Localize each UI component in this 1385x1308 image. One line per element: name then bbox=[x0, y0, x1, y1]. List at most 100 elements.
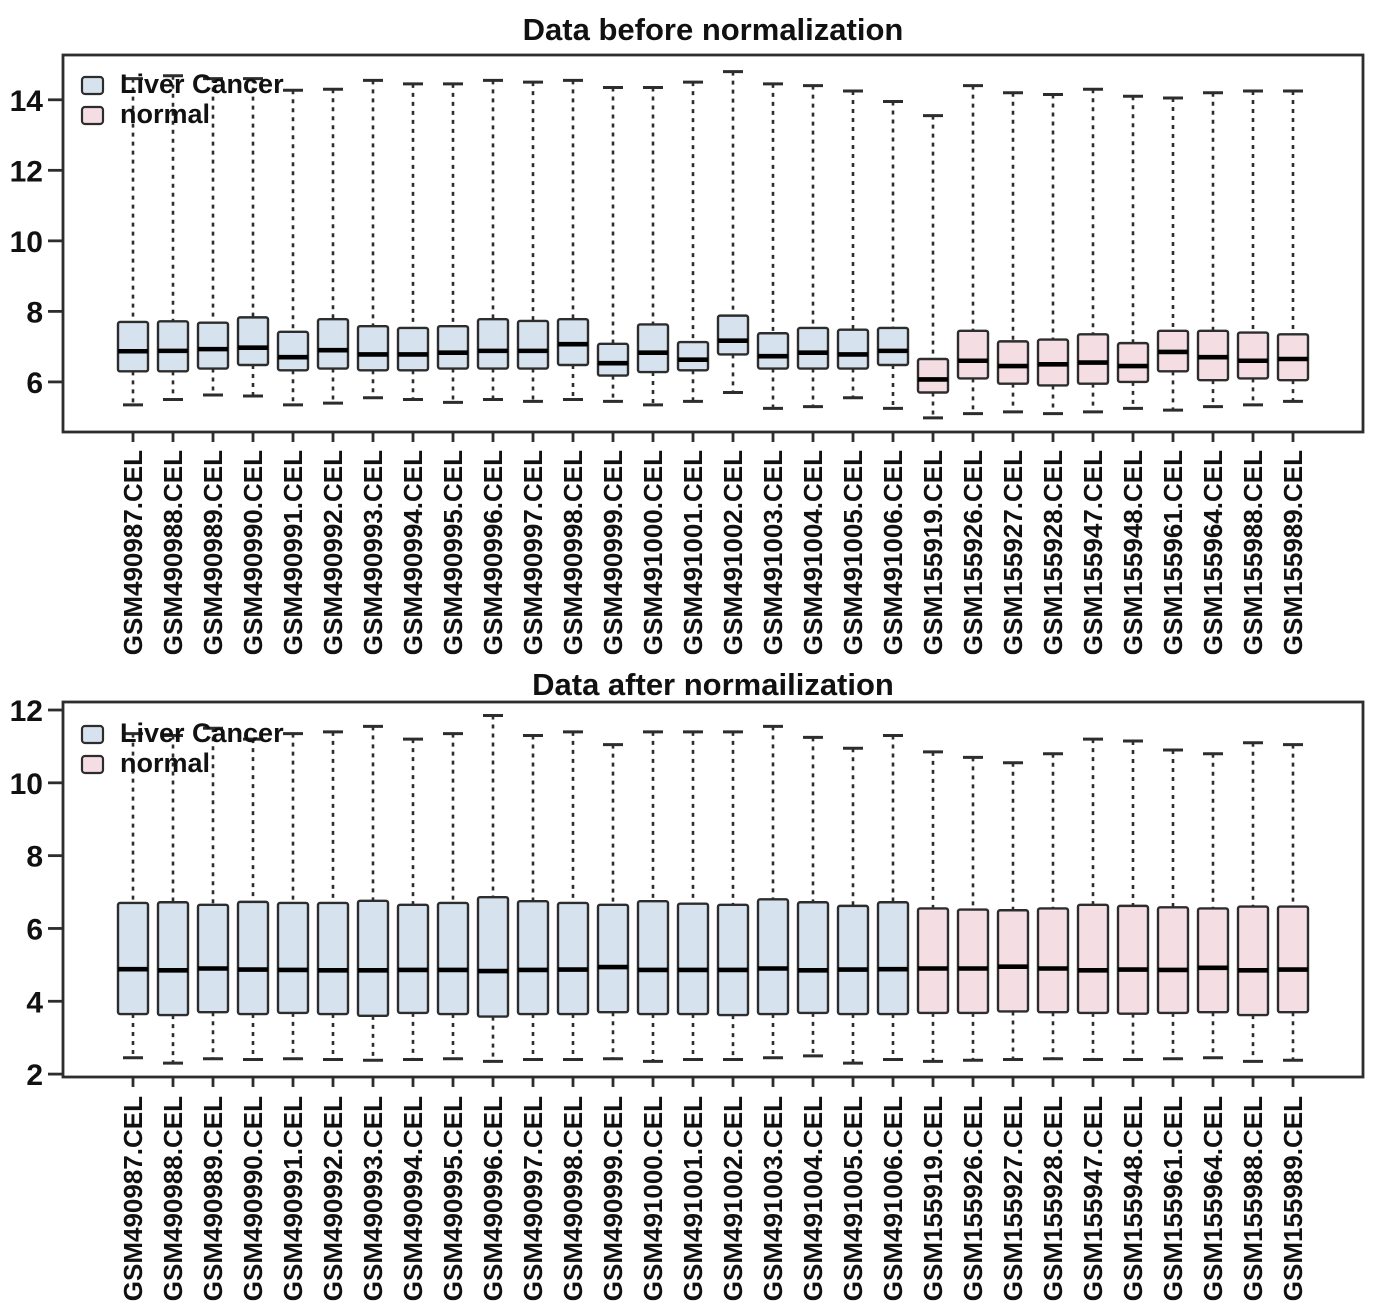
x-axis-label: GSM491001.CEL bbox=[678, 1096, 708, 1301]
iqr-box bbox=[316, 901, 350, 1016]
x-axis-label: GSM491000.CEL bbox=[638, 1096, 668, 1301]
legend-swatch-normal bbox=[80, 105, 105, 126]
legend-swatch-liver_cancer bbox=[80, 75, 105, 96]
x-axis-label: GSM155964.CEL bbox=[1198, 450, 1228, 655]
iqr-box bbox=[476, 317, 510, 370]
x-axis-label: GSM490997.CEL bbox=[518, 450, 548, 655]
x-axis-label: GSM155989.CEL bbox=[1278, 450, 1308, 655]
boxplot-GSM491002.CEL bbox=[716, 70, 750, 395]
iqr-box bbox=[196, 321, 230, 370]
x-axis-label: GSM491000.CEL bbox=[638, 450, 668, 655]
boxplot-GSM490994.CEL bbox=[396, 737, 430, 1062]
chart2-title: Data after normailization bbox=[532, 667, 894, 702]
boxplot-GSM491004.CEL bbox=[796, 735, 830, 1058]
x-axis-label: GSM491002.CEL bbox=[718, 1096, 748, 1301]
iqr-box bbox=[596, 903, 630, 1014]
iqr-box bbox=[756, 332, 790, 370]
iqr-box bbox=[956, 908, 990, 1015]
iqr-box bbox=[916, 907, 950, 1015]
boxplot-GSM490989.CEL bbox=[196, 77, 230, 397]
iqr-box bbox=[516, 899, 550, 1016]
x-axis-label: GSM490988.CEL bbox=[158, 1096, 188, 1301]
boxplot-GSM155948.CEL bbox=[1116, 94, 1150, 410]
iqr-box bbox=[556, 901, 590, 1016]
iqr-box bbox=[156, 901, 190, 1017]
boxplot-GSM490987.CEL bbox=[116, 77, 150, 407]
y-tick-label: 6 bbox=[26, 367, 43, 400]
iqr-box bbox=[756, 898, 790, 1016]
iqr-box bbox=[1076, 903, 1110, 1015]
x-axis-label: GSM155988.CEL bbox=[1238, 1096, 1268, 1301]
x-axis-label: GSM490995.CEL bbox=[438, 450, 468, 655]
iqr-box bbox=[396, 326, 430, 372]
chart-after-normalization: 2 4 6 8 10 12 GSM490987.CEL GSM490988.CEL GSM490… bbox=[10, 695, 1365, 1301]
iqr-box bbox=[916, 357, 950, 394]
boxplot-GSM490993.CEL bbox=[356, 724, 390, 1062]
iqr-box bbox=[636, 899, 670, 1016]
x-axis-label: GSM491001.CEL bbox=[678, 450, 708, 655]
boxplot-GSM155919.CEL bbox=[916, 114, 950, 420]
iqr-box bbox=[716, 314, 750, 356]
iqr-box bbox=[196, 903, 230, 1014]
iqr-box bbox=[1196, 907, 1230, 1014]
x-axis-label: GSM490991.CEL bbox=[278, 1096, 308, 1301]
boxplot-GSM491001.CEL bbox=[676, 80, 710, 403]
x-axis-label: GSM491003.CEL bbox=[758, 450, 788, 655]
x-axis-label: GSM155928.CEL bbox=[1038, 450, 1068, 655]
boxplot-GSM155947.CEL bbox=[1076, 87, 1110, 414]
boxplot-GSM490996.CEL bbox=[476, 713, 510, 1063]
legend-label-liver_cancer: Liver Cancer bbox=[120, 69, 284, 99]
boxplot-GSM155927.CEL bbox=[996, 761, 1030, 1062]
boxplot-GSM490990.CEL bbox=[236, 77, 270, 398]
x-axis-label: GSM155947.CEL bbox=[1078, 1096, 1108, 1301]
boxplot-GSM155961.CEL bbox=[1156, 96, 1190, 412]
x-axis-label: GSM155926.CEL bbox=[958, 1096, 988, 1301]
iqr-box bbox=[356, 325, 390, 372]
iqr-box bbox=[1236, 905, 1270, 1017]
iqr-box bbox=[876, 326, 910, 367]
x-axis-label: GSM490999.CEL bbox=[598, 450, 628, 655]
boxplot-GSM491006.CEL bbox=[876, 733, 910, 1062]
x-axis-label: GSM491004.CEL bbox=[798, 450, 828, 655]
iqr-box bbox=[236, 900, 270, 1016]
iqr-box bbox=[516, 319, 550, 370]
x-axis-label: GSM490987.CEL bbox=[118, 450, 148, 655]
x-axis-label: GSM491006.CEL bbox=[878, 450, 908, 655]
boxplot-GSM155928.CEL bbox=[1036, 92, 1070, 416]
boxplot-GSM490991.CEL bbox=[276, 732, 310, 1061]
x-axis-label: GSM490987.CEL bbox=[118, 1096, 148, 1301]
iqr-box bbox=[436, 901, 470, 1016]
boxplot-GSM155947.CEL bbox=[1076, 737, 1110, 1062]
x-axis-label: GSM490996.CEL bbox=[478, 1096, 508, 1301]
x-axis-label: GSM155988.CEL bbox=[1238, 450, 1268, 655]
legend-label-normal: normal bbox=[120, 99, 210, 129]
x-axis-label: GSM490989.CEL bbox=[198, 1096, 228, 1301]
iqr-box bbox=[436, 325, 470, 370]
y-tick-label: 8 bbox=[26, 296, 43, 329]
iqr-box bbox=[156, 320, 190, 373]
x-axis-label: GSM491005.CEL bbox=[838, 1096, 868, 1301]
y-tick-label: 6 bbox=[26, 913, 43, 946]
boxplot-GSM490997.CEL bbox=[516, 733, 550, 1062]
x-axis-label: GSM490994.CEL bbox=[398, 450, 428, 655]
boxplot-GSM155961.CEL bbox=[1156, 748, 1190, 1061]
y-tick-label: 8 bbox=[26, 841, 43, 874]
x-axis-label: GSM155948.CEL bbox=[1118, 1096, 1148, 1301]
iqr-box bbox=[396, 903, 430, 1015]
iqr-box bbox=[116, 320, 150, 373]
boxplot-GSM155919.CEL bbox=[916, 750, 950, 1063]
boxplot-GSM490987.CEL bbox=[116, 732, 150, 1060]
iqr-box bbox=[316, 317, 350, 370]
plot-border bbox=[61, 53, 1365, 434]
boxplot-GSM490997.CEL bbox=[516, 80, 550, 403]
x-axis-label: GSM155989.CEL bbox=[1278, 1096, 1308, 1301]
iqr-box bbox=[1236, 331, 1270, 380]
iqr-box bbox=[596, 342, 630, 377]
x-axis-label: GSM490990.CEL bbox=[238, 1096, 268, 1301]
x-axis-label: GSM491003.CEL bbox=[758, 1096, 788, 1301]
legend-swatch-liver_cancer bbox=[80, 724, 105, 745]
x-axis-label: GSM155961.CEL bbox=[1158, 450, 1188, 655]
boxplot-GSM155964.CEL bbox=[1196, 91, 1230, 409]
x-axis-label: GSM491004.CEL bbox=[798, 1096, 828, 1301]
